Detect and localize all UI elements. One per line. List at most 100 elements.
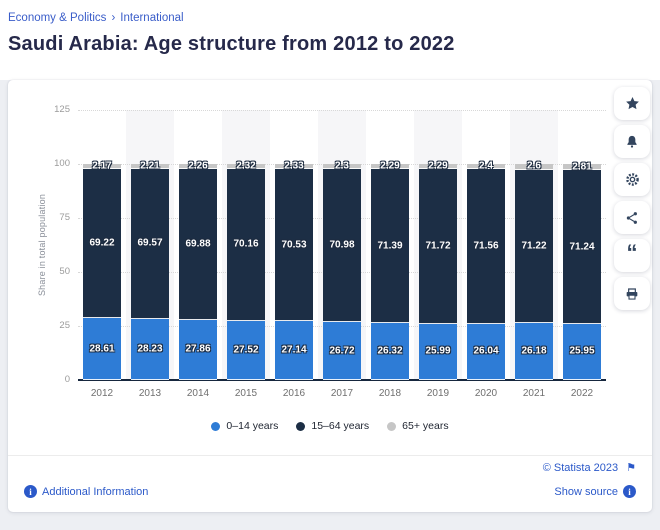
value-label: 71.56 (473, 240, 499, 252)
value-label: 27.86 (185, 343, 211, 355)
value-label: 27.52 (233, 344, 259, 356)
x-tick-label: 2016 (282, 388, 306, 399)
stacked-bar-chart: Share in total population 0 25 50 75 100 125 … (8, 80, 652, 455)
bar-segment-2022-series-1[interactable]: 71.24 (563, 170, 601, 324)
bar-segment-2018-series-0[interactable]: 26.32 (371, 323, 409, 380)
x-tick-label: 2018 (378, 388, 402, 399)
legend-dot (211, 421, 221, 431)
bar-segment-2012-series-1[interactable]: 69.22 (83, 168, 121, 319)
breadcrumb-separator: › (111, 12, 116, 24)
bar-segment-2018-series-1[interactable]: 71.39 (371, 168, 409, 324)
legend-label: 0–14 years (226, 420, 279, 432)
legend-item-0[interactable]: 0–14 years (211, 420, 278, 432)
printer-icon (624, 286, 640, 302)
chart-toolbar: “ (614, 87, 650, 310)
print-button[interactable] (614, 277, 650, 310)
bar-segment-2017-series-0[interactable]: 26.72 (323, 322, 361, 380)
value-label: 69.88 (185, 238, 211, 250)
breadcrumb-link-economy-politics[interactable]: Economy & Politics (8, 12, 107, 24)
legend-label: 15–64 years (311, 420, 370, 432)
cite-button[interactable]: “ (614, 239, 650, 272)
bar-segment-2022-series-0[interactable]: 25.95 (563, 323, 601, 380)
y-tick-label: 25 (59, 320, 70, 331)
bar-segment-2018-series-2[interactable]: 2.29 (371, 160, 409, 171)
bar-segment-2014-series-2[interactable]: 2.26 (179, 160, 217, 171)
show-source-link[interactable]: Show source i (554, 485, 636, 498)
breadcrumb-link-international[interactable]: International (120, 12, 184, 24)
bar-segment-2013-series-2[interactable]: 2.21 (131, 160, 169, 171)
bar-segment-2021-series-0[interactable]: 26.18 (515, 323, 553, 380)
legend-item-2[interactable]: 65+ years (387, 420, 449, 432)
bar-segment-2017-series-1[interactable]: 70.98 (323, 168, 361, 323)
settings-button[interactable] (614, 163, 650, 196)
additional-information-label: Additional Information (42, 485, 149, 498)
favorite-button[interactable] (614, 87, 650, 120)
value-label: 2.26 (188, 160, 208, 172)
value-label: 71.24 (569, 241, 595, 253)
x-tick-label: 2012 (90, 388, 114, 399)
bar-segment-2012-series-0[interactable]: 28.61 (83, 318, 121, 380)
value-label: 70.16 (233, 238, 259, 250)
y-axis-label: Share in total population (37, 193, 47, 297)
y-tick-label: 50 (59, 266, 70, 277)
bar-segment-2016-series-2[interactable]: 2.33 (275, 161, 313, 172)
value-label: 25.95 (569, 345, 595, 357)
info-icon: i (623, 485, 636, 498)
x-tick-label: 2017 (330, 388, 354, 399)
value-label: 70.98 (329, 239, 355, 251)
quote-icon: “ (626, 240, 638, 265)
legend-item-1[interactable]: 15–64 years (296, 420, 369, 432)
page-header: Economy & Politics › International Saudi A… (0, 0, 660, 80)
value-label: 2.33 (284, 160, 304, 172)
gear-icon (624, 171, 641, 188)
value-label: 69.57 (137, 237, 163, 249)
x-axis-line (78, 379, 606, 381)
value-label: 70.53 (281, 239, 307, 251)
flag-icon: ⚑ (626, 462, 636, 474)
copyright-label: © Statista 2023 (542, 461, 619, 474)
value-label: 2.17 (92, 160, 112, 172)
legend-dot (387, 421, 397, 431)
bar-segment-2015-series-2[interactable]: 2.32 (227, 161, 265, 172)
value-label: 71.72 (425, 240, 451, 252)
bar-segment-2019-series-1[interactable]: 71.72 (419, 168, 457, 324)
x-tick-label: 2014 (186, 388, 210, 399)
alerts-button[interactable] (614, 125, 650, 158)
share-button[interactable] (614, 201, 650, 234)
bar-segment-2020-series-0[interactable]: 26.04 (467, 323, 505, 380)
bar-segment-2014-series-1[interactable]: 69.88 (179, 168, 217, 320)
breadcrumb: Economy & Politics › International (8, 12, 652, 24)
share-icon (624, 210, 640, 226)
statista-copyright-link[interactable]: © Statista 2023 ⚑ (542, 461, 636, 475)
chart-legend: 0–14 years 15–64 years 65+ years (8, 420, 652, 432)
bar-segment-2017-series-2[interactable]: 2.3 (323, 160, 361, 171)
value-label: 2.21 (140, 160, 160, 172)
bar-segment-2015-series-1[interactable]: 70.16 (227, 169, 265, 321)
bar-segment-2016-series-1[interactable]: 70.53 (275, 169, 313, 322)
value-label: 2.3 (335, 160, 349, 172)
bar-segment-2021-series-1[interactable]: 71.22 (515, 169, 553, 324)
legend-dot (296, 421, 306, 431)
bar-segment-2012-series-2[interactable]: 2.17 (83, 160, 121, 171)
bar-segment-2013-series-0[interactable]: 28.23 (131, 319, 169, 380)
bar-segment-2021-series-2[interactable]: 2.6 (515, 161, 553, 172)
bar-segment-2015-series-0[interactable]: 27.52 (227, 320, 265, 380)
value-label: 2.81 (572, 161, 592, 173)
plot-area: 28.61 69.22 2.17 28.23 69.57 2.21 27.86 69.88 2.… (78, 110, 606, 381)
bar-segment-2016-series-0[interactable]: 27.14 (275, 321, 313, 380)
value-label: 28.23 (137, 343, 163, 355)
bar-segment-2020-series-2[interactable]: 2.4 (467, 161, 505, 172)
bar-segment-2020-series-1[interactable]: 71.56 (467, 169, 505, 324)
bar-segment-2013-series-1[interactable]: 69.57 (131, 168, 169, 320)
value-label: 26.72 (329, 345, 355, 357)
value-label: 25.99 (425, 345, 451, 357)
y-tick-label: 100 (54, 158, 70, 169)
footer-divider (8, 455, 652, 456)
value-label: 2.29 (380, 160, 400, 172)
additional-information-link[interactable]: i Additional Information (24, 485, 148, 498)
bar-segment-2019-series-2[interactable]: 2.29 (419, 160, 457, 171)
bar-segment-2014-series-0[interactable]: 27.86 (179, 319, 217, 380)
bar-segment-2022-series-2[interactable]: 2.81 (563, 161, 601, 172)
bar-segment-2019-series-0[interactable]: 25.99 (419, 323, 457, 380)
value-label: 26.04 (473, 345, 499, 357)
